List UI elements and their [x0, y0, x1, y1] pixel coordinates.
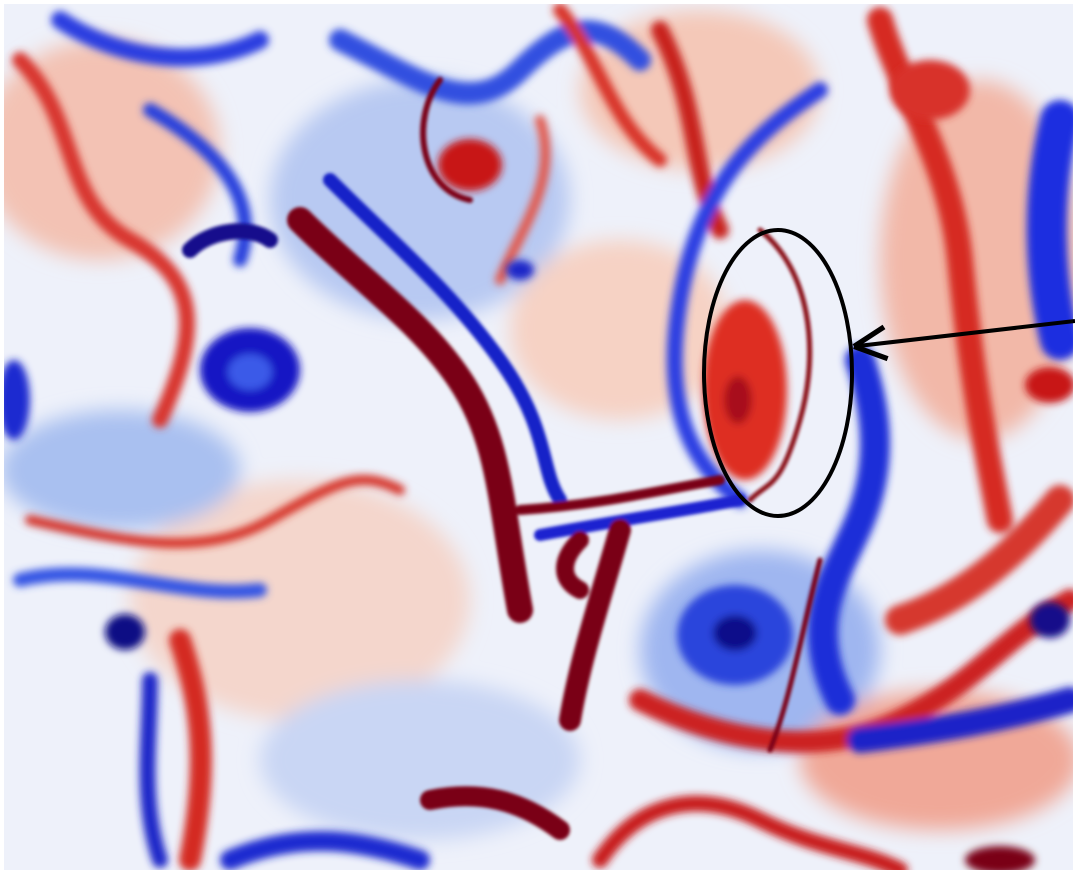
blue-front [534, 494, 746, 541]
light-blue-region [270, 80, 570, 320]
red-filament [885, 485, 1073, 635]
red-vortex [965, 846, 1035, 870]
blue-filament [329, 20, 651, 105]
filaments [12, 4, 1073, 870]
red-filament [169, 629, 212, 870]
dark-red-front [420, 786, 570, 840]
blue-filament [807, 345, 890, 715]
pointer-arrow [852, 319, 1075, 362]
sharp-fronts [182, 77, 823, 840]
blue-filament [139, 672, 168, 868]
highlight-ellipse [702, 228, 854, 518]
blue-filament [220, 831, 430, 870]
dark-red-front [515, 475, 725, 515]
dark-red-front [556, 531, 589, 599]
red-vortex [890, 60, 970, 120]
light-red-region [510, 240, 730, 420]
blue-vortex-core [713, 615, 757, 651]
dark-red-front [420, 77, 473, 203]
light-red-region [4, 40, 220, 260]
blue-filament [1026, 100, 1073, 360]
blue-front [323, 173, 567, 507]
blue-filament [666, 82, 828, 508]
red-filament [592, 795, 908, 870]
red-filament [495, 115, 551, 285]
red-vortex [438, 139, 502, 191]
blue-vortex [1030, 602, 1070, 638]
dark-red-front [559, 519, 631, 731]
red-filament [25, 475, 405, 549]
dark-red-front [767, 557, 823, 753]
blue-vortex [506, 260, 534, 280]
blue-filament [51, 11, 269, 67]
red-filament [12, 52, 196, 428]
dark-red-front [747, 227, 813, 503]
dark-blue-front [182, 223, 278, 258]
light-blue-region [4, 410, 240, 530]
vortices [4, 60, 1073, 870]
blue-vortex [4, 360, 30, 440]
blue-vortex [105, 614, 145, 650]
blue-filament [13, 567, 267, 599]
blue-filament [847, 687, 1073, 753]
red-vortex-core [724, 376, 752, 424]
red-vortex [1025, 367, 1073, 403]
red-filament [629, 589, 1073, 753]
annotation [702, 228, 1075, 518]
dark-red-front [287, 207, 533, 623]
blue-vortex-core [228, 354, 272, 390]
red-filament [553, 4, 667, 167]
